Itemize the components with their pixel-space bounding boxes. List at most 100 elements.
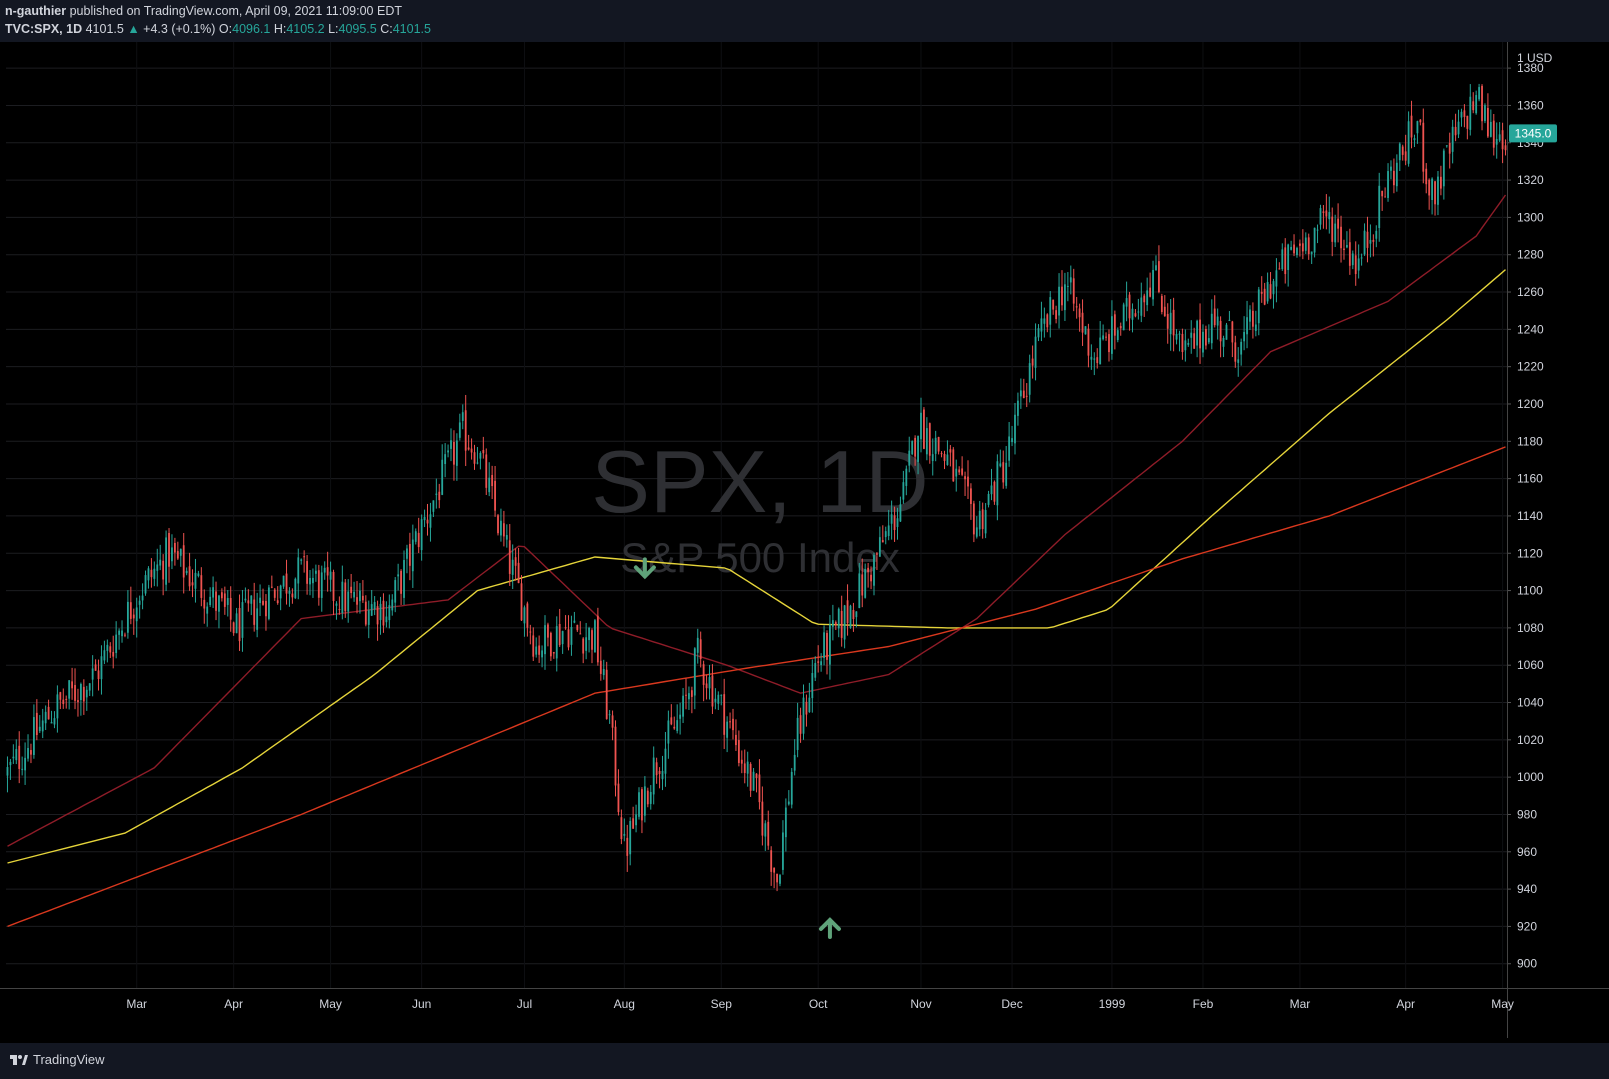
author-name[interactable]: n-gauthier [5,4,67,18]
price-tick-label: 1220 [1517,360,1544,374]
candle-body [558,623,561,646]
candle-body [473,452,476,464]
candle-body [1172,309,1175,336]
candle-body [232,622,235,634]
candle-body [173,543,176,553]
candle-body [391,599,394,611]
candle-body [585,637,588,651]
price-tick-label: 1240 [1517,322,1544,336]
candle-body [1451,126,1454,152]
candle-body [317,570,320,598]
candle-body [638,792,640,817]
candle-body [373,602,376,610]
candle-body [1281,249,1284,270]
candle-body [1492,120,1495,148]
candle-body [1481,85,1483,122]
candle-body [285,573,288,594]
candle-body [646,790,649,805]
candle-body [793,754,796,771]
candle-body [899,504,902,522]
candle-body [755,773,758,779]
price-chart[interactable]: SPX, 1D S&P 500 Index 900 920 940 960 980 100… [0,42,1609,1043]
candle-body [1316,229,1319,231]
candle-body [332,571,335,601]
candle-body [1149,287,1152,297]
candle-body [573,620,576,623]
published-text: published on TradingView.com, April 09, … [69,4,402,18]
price-tick-label: 1280 [1517,248,1544,262]
candle-body [702,664,705,685]
candle-body [1337,218,1340,229]
close-value: 4101.5 [392,22,431,36]
candle-body [1196,320,1199,346]
chart-area[interactable]: SPX, 1D S&P 500 Index 900 920 940 960 980 100… [0,42,1609,1043]
candle-body [1434,181,1436,205]
candle-body [18,745,21,769]
candle-body [1017,400,1019,416]
candle-body [450,440,452,449]
candle-body [209,596,212,606]
candle-body [764,823,767,837]
candle-body [171,547,173,562]
candle-body [379,603,382,621]
candle-body [690,690,693,697]
candle-body [602,669,605,676]
candle-body [670,717,673,725]
candle-body [1348,242,1351,266]
time-tick-label: Mar [126,997,147,1011]
candle-body [323,567,326,573]
candle-body [758,774,761,803]
candle-body [253,599,256,625]
candle-body [138,600,141,605]
candle-body [165,537,167,585]
candle-body [141,595,144,601]
candle-body [203,599,206,609]
candle-body [447,450,449,453]
candle-body [643,786,646,816]
candle-body [411,539,414,572]
candle-body [629,821,632,855]
candle-body [320,572,323,598]
candle-body [1504,145,1507,151]
time-tick-label: Jul [517,997,532,1011]
candle-body [12,756,15,759]
price-tick-label: 1040 [1517,696,1544,710]
candle-body [1096,357,1099,364]
candle-body [1393,170,1395,186]
candle-body [655,762,658,776]
candle-body [876,553,878,555]
candle-body [620,817,623,840]
time-tick-label: Sep [711,997,733,1011]
candle-body [388,605,391,621]
time-tick-label: Nov [910,997,931,1011]
candle-body [743,763,746,773]
candle-body [423,516,426,521]
candle-body [911,441,914,455]
candle-body [1304,237,1307,251]
candle-body [1319,208,1322,225]
candle-body [1287,244,1290,271]
candle-body [567,629,570,648]
price-tick-label: 940 [1517,882,1537,896]
price-tick-label: 1380 [1517,61,1544,75]
price-tick-label: 1080 [1517,621,1544,635]
candle-body [121,630,123,637]
candle-body [902,482,905,500]
candle-body [905,468,908,486]
symbol-name[interactable]: TVC:SPX, 1D [5,22,83,36]
candle-body [135,607,138,622]
candle-body [1181,333,1184,353]
candle-body [1445,145,1448,147]
candle-body [1254,324,1257,331]
candle-body [1143,295,1146,303]
candle-body [479,452,482,459]
price-tick-label: 1360 [1517,98,1544,112]
candle-body [729,721,731,723]
candle-body [1257,289,1260,324]
candle-body [1243,331,1246,342]
low-value: 4095.5 [338,22,377,36]
candle-body [635,814,637,826]
candle-body [223,593,226,607]
candle-body [626,837,629,856]
tradingview-logo[interactable]: TradingView [10,1052,105,1067]
